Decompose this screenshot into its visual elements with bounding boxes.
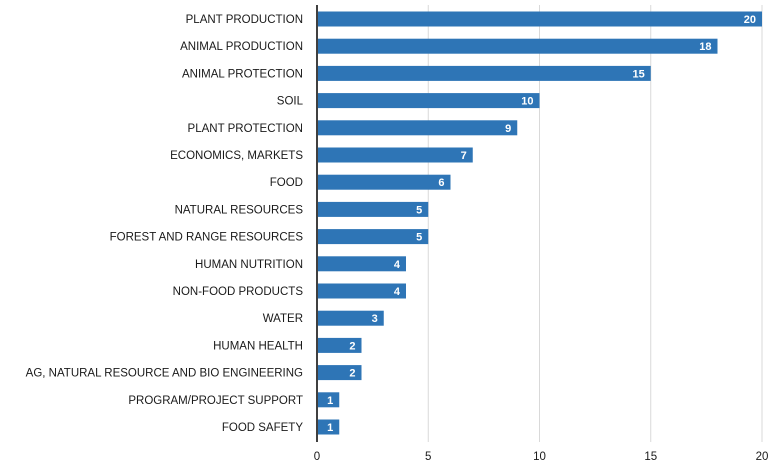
x-tick-label: 10 — [533, 451, 546, 462]
data-label: 1 — [327, 422, 333, 434]
category-label: FOREST AND RANGE RESOURCES — [110, 232, 304, 244]
bar — [318, 310, 384, 326]
data-labels: 20 18 15 10 9 7 6 5 5 4 4 3 2 2 1 1 — [327, 14, 756, 434]
data-label: 2 — [349, 340, 355, 352]
data-label: 4 — [394, 259, 401, 271]
data-label: 15 — [633, 68, 645, 80]
data-label: 20 — [744, 14, 756, 26]
category-label: AG, NATURAL RESOURCE AND BIO ENGINEERING — [26, 368, 303, 380]
bar — [318, 65, 651, 81]
bar — [318, 419, 340, 435]
category-label: PROGRAM/PROJECT SUPPORT — [128, 395, 303, 407]
bar — [318, 256, 406, 272]
category-label: HUMAN HEALTH — [213, 340, 303, 352]
data-label: 9 — [505, 123, 511, 135]
data-label: 10 — [521, 96, 533, 108]
x-axis-ticks: 0 5 10 15 20 — [314, 451, 769, 462]
bar — [318, 337, 362, 353]
category-label: PLANT PROTECTION — [188, 123, 303, 135]
bar — [318, 365, 362, 381]
bar — [318, 229, 429, 245]
data-label: 4 — [394, 286, 401, 298]
category-label: ANIMAL PROTECTION — [182, 68, 303, 80]
category-label: FOOD — [270, 177, 303, 189]
category-label: NON-FOOD PRODUCTS — [173, 286, 304, 298]
data-label: 1 — [327, 395, 333, 407]
bar — [318, 174, 451, 190]
data-label: 18 — [699, 41, 711, 53]
category-label: WATER — [263, 313, 303, 325]
bar — [318, 201, 429, 217]
category-label: SOIL — [277, 96, 304, 108]
x-tick-label: 5 — [425, 451, 431, 462]
category-label: HUMAN NUTRITION — [195, 259, 303, 271]
data-label: 5 — [416, 204, 422, 216]
data-label: 3 — [372, 313, 378, 325]
data-label: 5 — [416, 232, 422, 244]
bar — [318, 11, 762, 27]
data-label: 2 — [349, 368, 355, 380]
category-label: ANIMAL PRODUCTION — [180, 41, 303, 53]
bar — [318, 147, 473, 163]
bars — [318, 11, 762, 435]
data-label: 6 — [438, 177, 444, 189]
category-label: PLANT PRODUCTION — [186, 14, 303, 26]
bar — [318, 283, 406, 299]
bar — [318, 120, 518, 136]
category-label: ECONOMICS, MARKETS — [170, 150, 303, 162]
bar — [318, 38, 718, 54]
bar — [318, 93, 540, 109]
data-label: 7 — [461, 150, 467, 162]
bar — [318, 392, 340, 408]
category-label: NATURAL RESOURCES — [175, 204, 304, 216]
category-label: FOOD SAFETY — [222, 422, 303, 434]
category-labels: PLANT PRODUCTION ANIMAL PRODUCTION ANIMAL … — [26, 14, 304, 434]
x-tick-label: 0 — [314, 451, 320, 462]
x-tick-label: 20 — [756, 451, 769, 462]
x-tick-label: 15 — [644, 451, 657, 462]
